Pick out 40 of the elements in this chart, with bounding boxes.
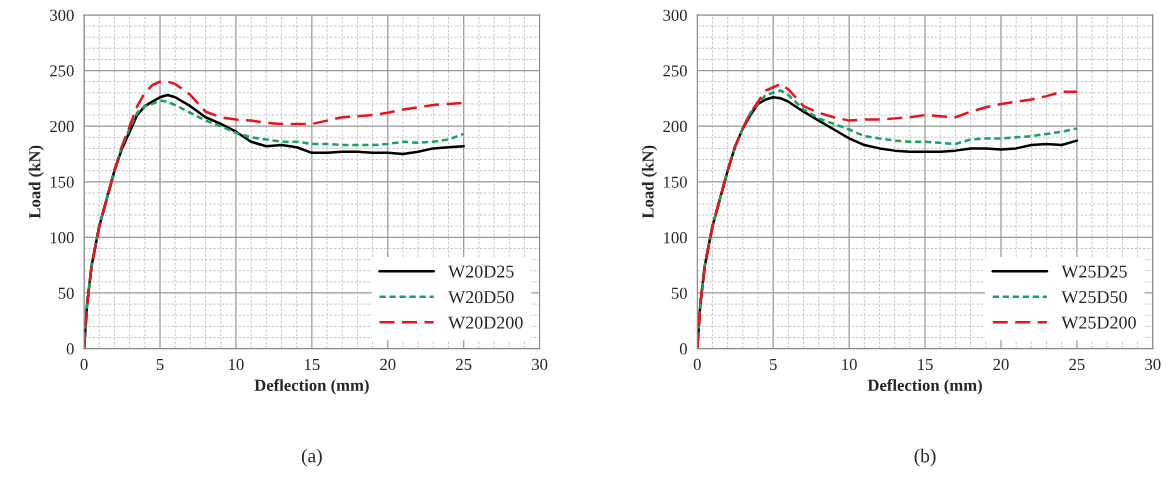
x-axis-title: Deflection (mm) (867, 378, 982, 395)
y-tick-label: 250 (663, 65, 687, 77)
y-tick-label: 100 (50, 232, 74, 244)
x-tick-label: 15 (304, 358, 320, 371)
x-axis-title: Deflection (mm) (254, 378, 369, 395)
legend-label: W25D25 (1061, 265, 1127, 278)
x-tick-label: 20 (993, 358, 1009, 371)
x-tick-label: 25 (1069, 358, 1085, 371)
x-tick-label: 30 (1145, 358, 1161, 371)
y-tick-label: 50 (671, 287, 687, 299)
x-tick-label: 10 (229, 358, 244, 371)
text: (b) (914, 448, 936, 467)
x-tick-label: 5 (156, 358, 164, 371)
y-tick-label: 300 (50, 9, 74, 21)
legend-label: W20D50 (448, 290, 514, 304)
y-tick-label: 250 (50, 65, 74, 77)
x-tick-label: 0 (80, 358, 88, 371)
y-tick-label: 0 (66, 343, 74, 355)
x-tick-label: 30 (532, 358, 548, 371)
x-tick-label: 25 (456, 358, 472, 371)
y-tick-label: 200 (663, 120, 687, 133)
x-tick-label: 10 (842, 358, 857, 371)
y-tick-label: 50 (58, 287, 74, 299)
y-axis-title: Load (kN) (641, 145, 658, 219)
y-tick-label: 150 (50, 176, 74, 188)
x-tick-label: 15 (918, 358, 933, 371)
y-tick-label: 100 (664, 232, 687, 244)
y-axis-title: Load (kN) (28, 145, 44, 219)
legend-label: W20D200 (448, 316, 523, 329)
y-tick-label: 0 (679, 343, 687, 355)
legend-label: W25D50 (1061, 290, 1127, 304)
legend-label: W20D25 (448, 265, 514, 278)
x-tick-label: 20 (380, 358, 396, 371)
legend-label: W25D200 (1061, 316, 1136, 329)
x-tick-label: 0 (693, 358, 701, 371)
y-tick-label: 200 (50, 120, 74, 133)
y-tick-label: 150 (664, 176, 687, 188)
x-tick-label: 5 (770, 358, 777, 371)
y-tick-label: 300 (663, 9, 687, 21)
text: (a) (301, 448, 322, 467)
